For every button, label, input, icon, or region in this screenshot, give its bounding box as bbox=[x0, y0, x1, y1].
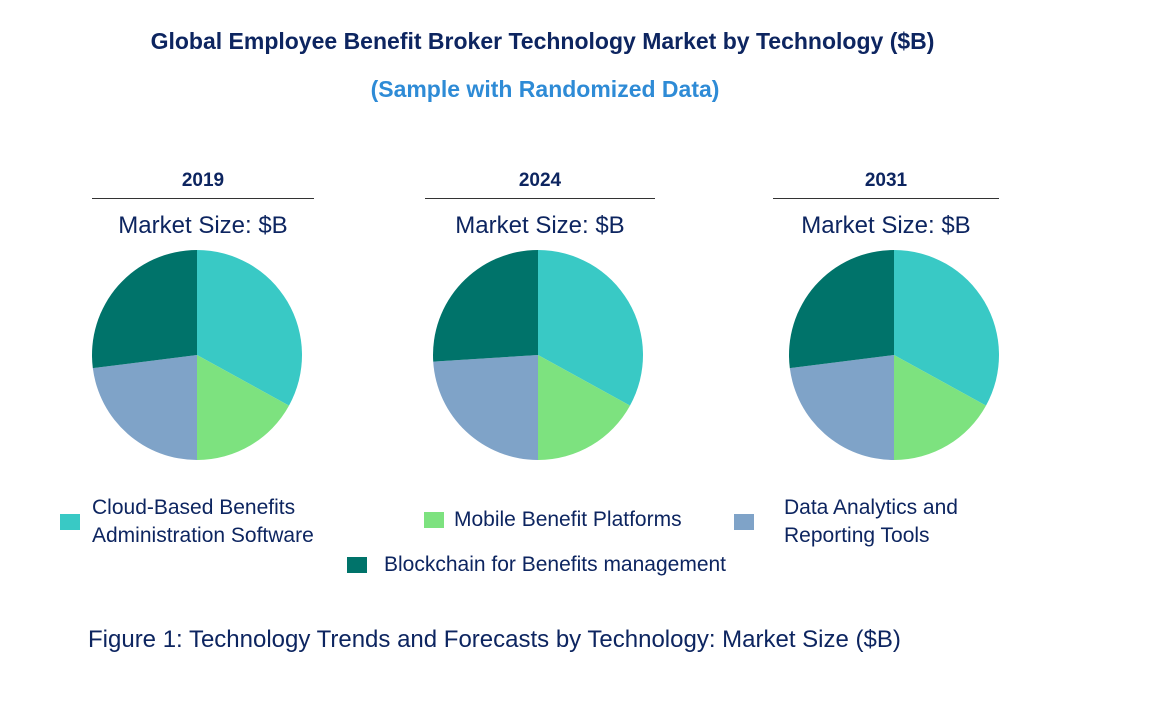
figure-caption: Figure 1: Technology Trends and Forecast… bbox=[88, 626, 901, 653]
pie-slice-cloud bbox=[197, 250, 302, 406]
pie-chart-2019 bbox=[92, 250, 302, 460]
pie-chart-2031 bbox=[789, 250, 999, 460]
market-size-label: Market Size: $B bbox=[801, 212, 971, 239]
legend-item-cloud: Cloud-Based Benefits Administration Soft… bbox=[60, 494, 314, 550]
legend-swatch-blockchain bbox=[347, 557, 367, 573]
pie-panel-2019: 2019 Market Size: $B bbox=[92, 170, 314, 470]
pie-slice-analytics bbox=[433, 355, 538, 460]
chart-subtitle: (Sample with Randomized Data) bbox=[370, 76, 720, 102]
pie-slice-mobile bbox=[894, 355, 987, 460]
legend-swatch-mobile bbox=[424, 512, 444, 528]
pie-slice-blockchain bbox=[433, 250, 538, 362]
legend-swatch-cloud bbox=[60, 514, 80, 530]
pie-slice-analytics bbox=[789, 355, 894, 460]
pie-slice-cloud bbox=[538, 250, 643, 406]
legend-label-line1: Data Analytics and bbox=[784, 496, 958, 519]
year-divider bbox=[773, 198, 999, 199]
legend-label: Cloud-Based Benefits Administration Soft… bbox=[92, 494, 314, 550]
legend-label: Mobile Benefit Platforms bbox=[454, 508, 682, 531]
legend-swatch-analytics bbox=[734, 514, 754, 530]
legend-label-line1: Cloud-Based Benefits bbox=[92, 496, 296, 519]
pie-chart-2024 bbox=[433, 250, 643, 460]
market-size-label: Market Size: $B bbox=[455, 212, 625, 239]
legend-label-line2: Reporting Tools bbox=[784, 524, 930, 547]
year-divider bbox=[425, 198, 655, 199]
panel-year: 2024 bbox=[518, 170, 562, 191]
legend-label: Blockchain for Benefits management bbox=[384, 553, 727, 576]
legend-item-blockchain: Blockchain for Benefits management bbox=[347, 551, 726, 579]
pie-slice-blockchain bbox=[92, 250, 197, 369]
legend-label: Data Analytics and Reporting Tools bbox=[784, 494, 958, 550]
panel-year: 2019 bbox=[181, 170, 225, 191]
year-divider bbox=[92, 198, 314, 199]
market-size-label: Market Size: $B bbox=[118, 212, 288, 239]
pie-slice-blockchain bbox=[789, 250, 894, 369]
pie-panel-2024: 2024 Market Size: $B bbox=[425, 170, 655, 470]
legend-label-line2: Administration Software bbox=[92, 524, 314, 547]
pie-panel-2031: 2031 Market Size: $B bbox=[773, 170, 999, 470]
pie-slice-cloud bbox=[894, 250, 999, 406]
legend-item-mobile: Mobile Benefit Platforms bbox=[424, 506, 682, 534]
pie-slice-mobile bbox=[538, 355, 631, 460]
chart-title: Global Employee Benefit Broker Technolog… bbox=[150, 28, 935, 54]
legend-item-analytics: Data Analytics and Reporting Tools bbox=[734, 494, 958, 550]
pie-slice-mobile bbox=[197, 355, 290, 460]
pie-slice-analytics bbox=[92, 355, 197, 460]
panel-year: 2031 bbox=[864, 170, 908, 191]
